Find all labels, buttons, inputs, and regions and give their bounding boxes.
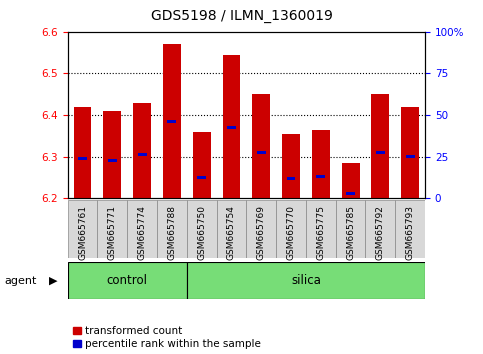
Bar <box>401 107 419 198</box>
Text: GSM665761: GSM665761 <box>78 205 87 260</box>
Bar <box>98 200 127 258</box>
Bar <box>336 200 366 258</box>
Bar <box>187 200 216 258</box>
Text: ▶: ▶ <box>49 275 57 286</box>
Bar <box>286 177 296 180</box>
Bar <box>366 200 395 258</box>
Bar <box>197 176 206 179</box>
Bar <box>312 130 330 198</box>
Bar <box>73 107 91 198</box>
Bar <box>306 200 336 258</box>
Text: GSM665788: GSM665788 <box>168 205 176 260</box>
Bar <box>103 111 121 198</box>
Bar <box>193 132 211 198</box>
Text: agent: agent <box>5 275 37 286</box>
Bar <box>252 94 270 198</box>
Bar <box>223 55 241 198</box>
Bar <box>78 157 87 160</box>
Bar <box>376 151 385 154</box>
Bar <box>163 44 181 198</box>
Bar <box>406 155 414 158</box>
Legend: transformed count, percentile rank within the sample: transformed count, percentile rank withi… <box>73 326 261 349</box>
Bar <box>108 159 117 162</box>
Bar <box>246 200 276 258</box>
Text: GSM665754: GSM665754 <box>227 205 236 259</box>
Text: silica: silica <box>291 274 321 287</box>
Bar <box>138 153 146 156</box>
Bar <box>316 175 325 178</box>
Bar <box>187 262 425 299</box>
Text: GDS5198 / ILMN_1360019: GDS5198 / ILMN_1360019 <box>151 9 332 23</box>
Bar <box>276 200 306 258</box>
Text: GSM665770: GSM665770 <box>286 205 296 260</box>
Bar <box>68 262 187 299</box>
Text: GSM665750: GSM665750 <box>197 205 206 260</box>
Bar <box>395 200 425 258</box>
Text: GSM665792: GSM665792 <box>376 205 385 259</box>
Text: GSM665771: GSM665771 <box>108 205 117 260</box>
Text: GSM665769: GSM665769 <box>257 205 266 260</box>
Bar <box>68 200 98 258</box>
Text: control: control <box>107 274 148 287</box>
Bar <box>257 151 266 154</box>
Bar <box>227 126 236 129</box>
Bar <box>133 103 151 198</box>
Bar <box>127 200 157 258</box>
Bar <box>216 200 246 258</box>
Bar <box>168 120 176 123</box>
Bar <box>157 200 187 258</box>
Text: GSM665785: GSM665785 <box>346 205 355 260</box>
Text: GSM665793: GSM665793 <box>406 205 414 260</box>
Text: GSM665775: GSM665775 <box>316 205 325 260</box>
Bar <box>371 94 389 198</box>
Text: GSM665774: GSM665774 <box>138 205 146 259</box>
Bar <box>341 163 359 198</box>
Bar <box>346 192 355 195</box>
Bar <box>282 134 300 198</box>
